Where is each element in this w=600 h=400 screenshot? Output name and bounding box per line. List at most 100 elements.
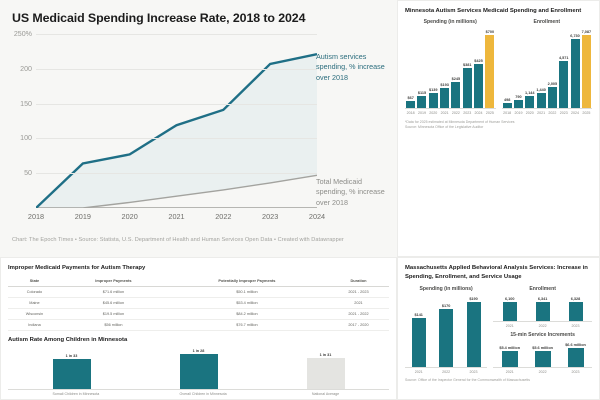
massachusetts-panel: Massachusetts Applied Behavioral Analysi… bbox=[397, 257, 600, 400]
x-axis-baseline bbox=[36, 207, 317, 208]
bar-category-label: Somali Children in Minnesota bbox=[52, 391, 100, 396]
y-axis-tick: 200 bbox=[20, 64, 32, 73]
bar-category-label: 2025 bbox=[485, 110, 494, 115]
annotation-total-series: Total Medicaid spending, % increase over… bbox=[316, 177, 385, 207]
bar-value-label: $245 bbox=[451, 77, 461, 82]
x-axis-tick: 2019 bbox=[74, 212, 91, 221]
bar-category-label: 2021 bbox=[440, 110, 449, 115]
bar-value-label: $115 bbox=[417, 90, 427, 95]
bar-item: 2,005 bbox=[548, 29, 557, 108]
x-axis-tick: 2022 bbox=[215, 212, 232, 221]
bar-item: 498 bbox=[502, 29, 512, 108]
bar-item: 1 in 28 bbox=[179, 348, 218, 389]
bar bbox=[559, 60, 569, 108]
table-row: Indiana $56 million $76.7 million 2017 - 20… bbox=[8, 319, 389, 331]
autism-rate-bars: 1 in 33 1 in 28 1 in 31 bbox=[8, 348, 389, 390]
x-axis-tick: 2021 bbox=[168, 212, 185, 221]
minnesota-spending-subtitle: Spending (in millions) bbox=[423, 18, 477, 25]
bar bbox=[52, 359, 91, 389]
bar-category-label: 2023 bbox=[571, 369, 580, 374]
minnesota-source: Source: Minnesota Office of the Legislat… bbox=[405, 125, 484, 130]
bar-item: $245 bbox=[451, 29, 461, 108]
bar-item: 6,730 bbox=[570, 29, 580, 108]
bar bbox=[570, 38, 580, 108]
gridline bbox=[36, 103, 317, 105]
table-row: Maine $45.6 million $53.4 million 2021 bbox=[8, 297, 389, 309]
massachusetts-increments-bars: $5.4 million $5.6 million $6.6 million bbox=[493, 342, 592, 368]
gridline bbox=[36, 138, 317, 140]
bar-category-label: 2022 bbox=[451, 110, 460, 115]
minnesota-enrollment-categories: 2018 2019 2020 2021 2022 2023 2024 2025 bbox=[502, 109, 593, 115]
bar-value-label: $141 bbox=[414, 313, 423, 318]
massachusetts-increments-categories: 2021 2022 2023 bbox=[493, 368, 592, 374]
bar-item: 6,328 bbox=[568, 296, 583, 321]
bar bbox=[547, 87, 557, 108]
minnesota-note: *Data for 2025 estimated at Minnesota De… bbox=[405, 119, 515, 124]
table-cell: $71.6 million bbox=[60, 286, 166, 298]
bar bbox=[406, 100, 416, 108]
bar-item: 1,440 bbox=[536, 29, 546, 108]
bar-item: $115 bbox=[417, 29, 427, 108]
bar-value-label: 1,144 bbox=[525, 91, 535, 96]
bar-category-label: 2024 bbox=[474, 110, 483, 115]
bar bbox=[534, 350, 551, 367]
bar-category-label: 2023 bbox=[469, 369, 478, 374]
bar-value-label: 7,087 bbox=[581, 29, 592, 34]
minnesota-title: Minnesota Autism Services Medicaid Spend… bbox=[405, 8, 582, 14]
bar-value-label: 6,100 bbox=[504, 297, 515, 302]
table-cell: $50.1 million bbox=[165, 286, 328, 298]
bar-value-label: $6.6 million bbox=[565, 342, 586, 347]
bar-value-label: $381 bbox=[462, 63, 472, 68]
bar-category-label: 2022 bbox=[538, 369, 547, 374]
x-axis-tick: 2024 bbox=[308, 212, 326, 221]
table-cell: $53.4 million bbox=[165, 297, 328, 309]
line-chart: 250% 200 150 100 50 2018 2019 2020 2021 2022 2023 2… bbox=[10, 30, 395, 226]
bar-value-label: 2,005 bbox=[547, 82, 558, 87]
bar-value-label: 1 in 33 bbox=[65, 354, 78, 359]
bar-value-label: 1 in 28 bbox=[192, 348, 205, 353]
bar-item: 6,341 bbox=[535, 296, 550, 321]
table-cell: 2021 - 2023 bbox=[327, 286, 389, 298]
bar-category-label: 2021 bbox=[505, 323, 514, 328]
y-axis-tick: 50 bbox=[24, 169, 32, 178]
bar bbox=[306, 358, 345, 389]
improper-payments-panel: Improper Medicaid Payments for Autism Th… bbox=[0, 257, 397, 400]
bar bbox=[474, 63, 484, 108]
bar bbox=[536, 93, 546, 108]
bar-item: 7,087 bbox=[582, 29, 591, 108]
bar-value-label: 6,730 bbox=[570, 33, 580, 38]
bar bbox=[567, 347, 584, 367]
bar-category-label: 2021 bbox=[414, 369, 423, 374]
gridline bbox=[36, 68, 317, 70]
line-chart-plot: 250% 200 150 100 50 2018 2019 2020 2021 2022 2023 2… bbox=[14, 30, 325, 221]
bar-category-label: 2025 bbox=[582, 110, 591, 115]
annotation-autism-series: Autism services spending, % increase ove… bbox=[316, 52, 385, 82]
table-cell: $19.5 million bbox=[60, 308, 166, 320]
bar-category-label: 2019 bbox=[417, 110, 426, 115]
bar bbox=[451, 82, 461, 108]
table-cell: $56 million bbox=[60, 319, 166, 331]
bar bbox=[462, 68, 472, 108]
bar-value-label: 6,328 bbox=[570, 296, 581, 301]
bar-value-label: $67 bbox=[407, 95, 414, 100]
massachusetts-spending-categories: 2021 2022 2023 bbox=[405, 368, 487, 374]
bar-value-label: $700 bbox=[485, 29, 495, 34]
line-total-medicaid bbox=[36, 175, 317, 208]
bar-item: $67 bbox=[406, 29, 416, 108]
bar bbox=[581, 34, 591, 108]
bar-value-label: 1 in 31 bbox=[319, 353, 332, 358]
autism-rate-categories: Somali Children in Minnesota Overall Chil… bbox=[8, 390, 389, 396]
bar-category-label: 2024 bbox=[571, 110, 580, 115]
bar-item: 1 in 33 bbox=[52, 348, 91, 389]
bar bbox=[179, 353, 218, 389]
y-axis-tick: 250% bbox=[13, 30, 32, 38]
bar-item: $193 bbox=[440, 29, 450, 108]
bar bbox=[466, 301, 481, 367]
minnesota-enrollment-subtitle: Enrollment bbox=[533, 18, 561, 25]
bar-category-label: 2020 bbox=[525, 110, 534, 115]
bar-value-label: 1,440 bbox=[536, 88, 546, 93]
bar-value-label: 6,341 bbox=[537, 296, 548, 301]
bar-category-label: 2018 bbox=[503, 110, 512, 115]
main-line-chart-panel: US Medicaid Spending Increase Rate, 2018… bbox=[0, 0, 397, 257]
improper-payments-title: Improper Medicaid Payments for Autism Th… bbox=[8, 265, 146, 271]
